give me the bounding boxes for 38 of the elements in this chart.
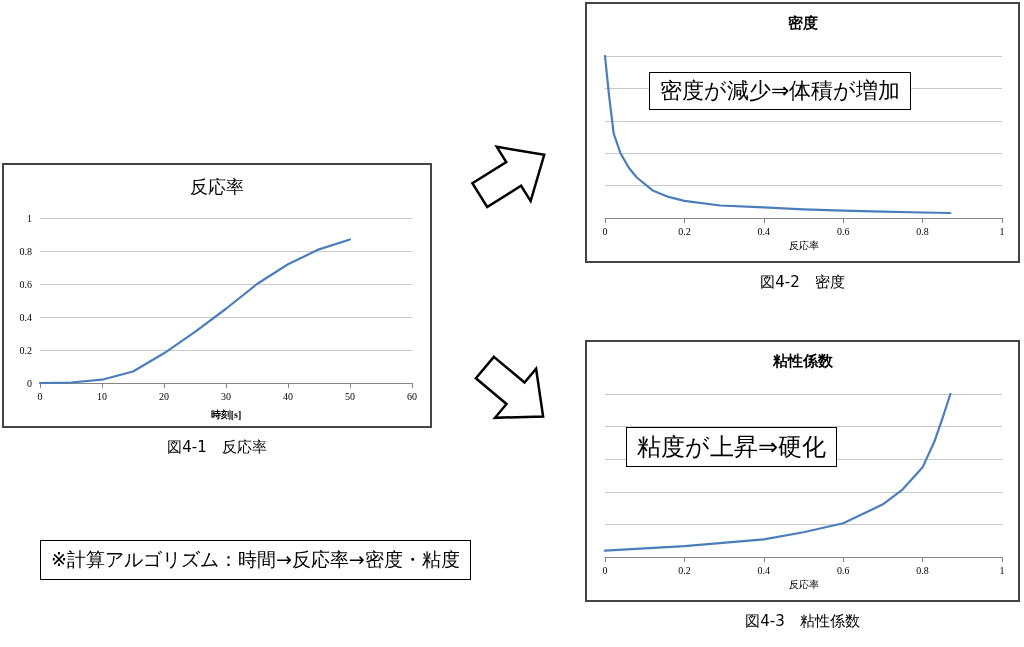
- y-tick-label: 0.2: [19, 344, 32, 356]
- y-tick-label: 0.6: [19, 278, 32, 290]
- x-tick-label: 10: [97, 390, 107, 402]
- x-tick-label: 60: [407, 390, 417, 402]
- y-tick-label: 0.8: [19, 245, 32, 257]
- x-tick-label: 1: [999, 225, 1005, 237]
- x-tick-label: 0.2: [678, 564, 691, 576]
- chart-title: 密度: [787, 13, 818, 32]
- y-tick-label: 1: [27, 212, 32, 224]
- x-tick-label: 0.6: [836, 564, 850, 576]
- x-tick-label: 1: [999, 564, 1005, 576]
- caption: 図4-2 密度: [759, 273, 846, 292]
- x-tick-label: 0: [602, 564, 608, 576]
- line-series: [38, 238, 352, 385]
- x-tick-label: 0.2: [678, 225, 691, 237]
- caption: 図4-3 粘性係数: [744, 612, 861, 631]
- x-tick-label: 50: [345, 390, 355, 402]
- text: ※計算アルゴリズム：時間→反応率→密度・粘度: [40, 540, 471, 580]
- y-tick-label: 0: [27, 377, 32, 389]
- x-tick-label: 0.8: [916, 225, 929, 237]
- x-axis-title: 反応率: [788, 579, 819, 591]
- x-tick-label: 0.4: [757, 564, 771, 576]
- y-tick-label: 0.4: [19, 311, 32, 323]
- x-tick-label: 0.4: [757, 225, 771, 237]
- x-tick-label: 0.6: [836, 225, 850, 237]
- annotation: 粘度が上昇⇒硬化: [626, 427, 838, 467]
- x-tick-label: 0: [37, 390, 43, 402]
- x-tick-label: 40: [283, 390, 293, 402]
- x-tick-label: 0.8: [916, 564, 929, 576]
- caption: 図4-1 反応率: [166, 438, 268, 457]
- x-axis-title: 時刻[s]: [210, 408, 242, 420]
- x-axis-title: 反応率: [788, 240, 819, 252]
- chart-title: 反応率: [190, 177, 244, 197]
- x-tick-label: 30: [221, 390, 231, 402]
- x-tick-label: 20: [159, 390, 169, 402]
- annotation: 密度が減少⇒体積が増加: [649, 72, 912, 110]
- chart-title: 粘性係数: [771, 351, 834, 370]
- x-tick-label: 0: [602, 225, 608, 237]
